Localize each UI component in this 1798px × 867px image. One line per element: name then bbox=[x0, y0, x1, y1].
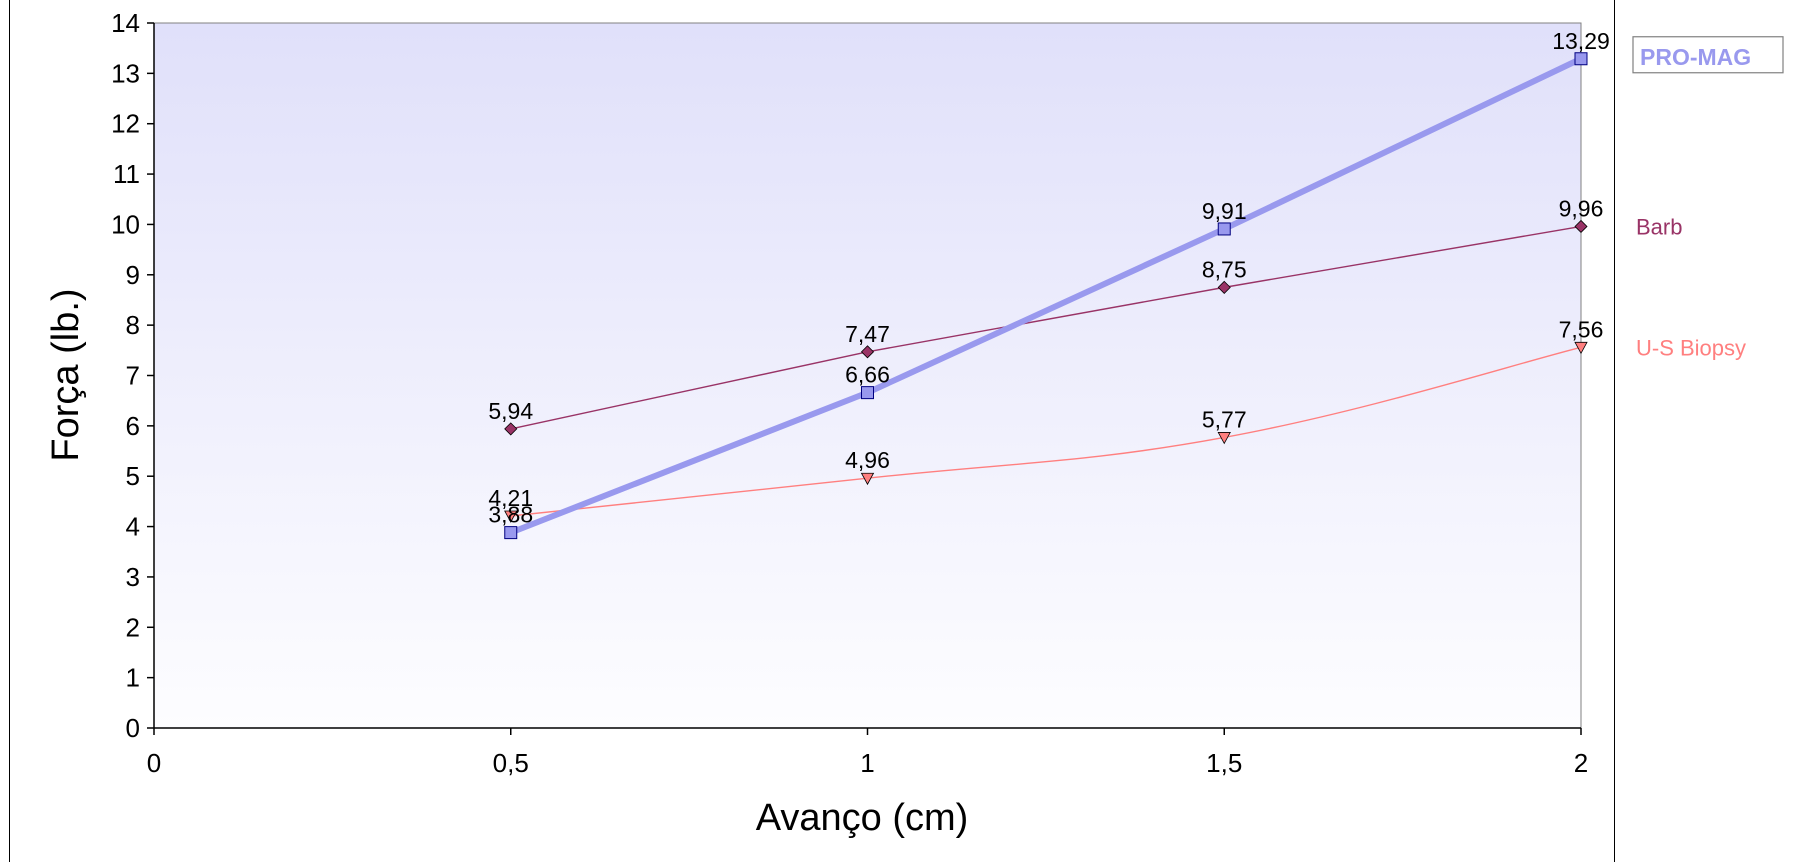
y-axis-title: Força (lb.) bbox=[45, 288, 87, 461]
y-tick-label: 0 bbox=[126, 713, 140, 743]
data-label-pro-mag: 6,66 bbox=[845, 362, 890, 388]
series-layer bbox=[504, 52, 1588, 540]
y-tick-label: 12 bbox=[111, 109, 140, 139]
data-label-barb: 9,96 bbox=[1559, 195, 1604, 221]
plot-area bbox=[153, 22, 1582, 729]
series-line-u-s-biopsy bbox=[510, 346, 1582, 517]
x-tick-label: 1,5 bbox=[1206, 748, 1242, 778]
y-tick-label: 7 bbox=[126, 361, 140, 391]
data-label-pro-mag: 13,29 bbox=[1552, 28, 1610, 54]
data-label-barb: 8,75 bbox=[1202, 256, 1247, 282]
data-label-pro-mag: 3,88 bbox=[488, 502, 533, 528]
data-label-pro-mag: 9,91 bbox=[1202, 198, 1247, 224]
marker-pro-mag bbox=[861, 386, 874, 400]
data-label-u-s-biopsy: 7,56 bbox=[1559, 316, 1604, 342]
legend-box-pro-mag bbox=[1632, 36, 1784, 74]
data-label-barb: 7,47 bbox=[845, 321, 890, 347]
marker-u-s-biopsy bbox=[1217, 432, 1231, 445]
data-label-u-s-biopsy: 4,96 bbox=[845, 447, 890, 473]
marker-barb bbox=[860, 345, 875, 359]
y-tick-label: 3 bbox=[126, 562, 140, 592]
x-axis-title: Avanço (cm) bbox=[756, 797, 969, 839]
y-tick-label: 8 bbox=[126, 310, 140, 340]
x-tick-label: 2 bbox=[1574, 748, 1588, 778]
data-label-barb: 5,94 bbox=[488, 398, 533, 424]
series-line-pro-mag bbox=[509, 56, 1583, 536]
data-labels: 4,21 4,96 5,77 7,56 5,94 7,47 8,75 9,96 3,88 6,66… bbox=[488, 28, 1609, 528]
marker-pro-mag bbox=[504, 526, 518, 540]
marker-u-s-biopsy bbox=[504, 510, 518, 523]
data-label-u-s-biopsy: 5,77 bbox=[1202, 406, 1247, 432]
x-tick-label: 1 bbox=[860, 748, 874, 778]
marker-barb bbox=[1217, 280, 1231, 294]
y-tick-label: 11 bbox=[113, 159, 140, 189]
series-line-barb bbox=[510, 225, 1582, 430]
marker-pro-mag bbox=[1574, 52, 1588, 66]
y-tick-label: 1 bbox=[126, 663, 140, 693]
legend-label-pro-mag: PRO-MAG bbox=[1640, 44, 1751, 70]
y-tick-label: 9 bbox=[126, 260, 140, 290]
x-tick-label: 0 bbox=[147, 748, 161, 778]
y-tick-label: 6 bbox=[126, 411, 140, 441]
marker-barb bbox=[1574, 219, 1588, 234]
y-tick-label: 13 bbox=[111, 58, 140, 88]
y-tick-label: 2 bbox=[126, 612, 140, 642]
marker-barb bbox=[504, 422, 518, 436]
data-label-u-s-biopsy: 4,21 bbox=[488, 485, 533, 511]
y-tick-label: 5 bbox=[126, 461, 140, 491]
y-tick-label: 14 bbox=[111, 8, 140, 38]
marker-u-s-biopsy bbox=[1574, 341, 1588, 355]
x-tick-label: 0,5 bbox=[493, 748, 529, 778]
legend-label-barb: Barb bbox=[1636, 214, 1682, 239]
marker-pro-mag bbox=[1217, 222, 1231, 236]
marker-u-s-biopsy bbox=[860, 472, 875, 486]
legend: PRO-MAG Barb U-S Biopsy bbox=[1632, 36, 1784, 360]
legend-label-u-s-biopsy: U-S Biopsy bbox=[1636, 335, 1746, 360]
chart-frame bbox=[9, 0, 1615, 867]
y-tick-label: 4 bbox=[126, 512, 140, 542]
y-tick-label: 10 bbox=[111, 209, 140, 239]
